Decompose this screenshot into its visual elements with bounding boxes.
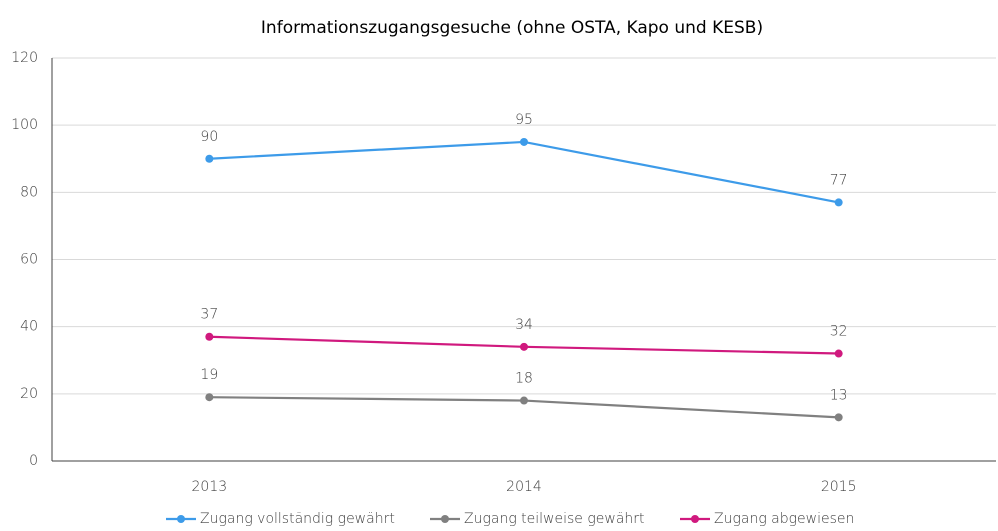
data-label: 13	[830, 387, 848, 403]
chart-title: Informationszugangsgesuche (ohne OSTA, K…	[261, 18, 763, 38]
legend-marker	[691, 515, 699, 523]
data-label: 90	[200, 129, 218, 145]
data-label: 34	[515, 317, 533, 333]
x-tick-label: 2015	[821, 479, 857, 495]
legend-marker	[177, 515, 185, 523]
data-point	[834, 413, 843, 422]
data-point	[520, 342, 528, 351]
data-point	[834, 349, 843, 358]
series-line	[209, 140, 839, 204]
y-tick-label: 80	[20, 184, 38, 200]
data-point	[205, 393, 214, 402]
data-label: 95	[515, 112, 533, 128]
data-label: 77	[830, 172, 848, 188]
legend-marker	[441, 515, 449, 523]
data-label: 19	[200, 367, 218, 383]
legend-label: Zugang teilweise gewährt	[464, 511, 645, 527]
data-label: 37	[200, 307, 218, 323]
y-tick-label: 120	[11, 50, 38, 66]
data-point	[205, 154, 214, 163]
y-tick-label: 60	[20, 252, 38, 268]
x-tick-label: 2014	[506, 479, 542, 495]
y-tick-label: 40	[20, 319, 38, 335]
y-tick-label: 20	[20, 386, 38, 402]
data-label: 18	[515, 371, 533, 387]
y-tick-label: 0	[29, 453, 38, 469]
data-point	[520, 396, 528, 405]
data-point	[205, 332, 214, 341]
data-point	[520, 137, 528, 146]
data-point	[834, 198, 843, 207]
y-tick-label: 100	[11, 117, 38, 133]
legend-label: Zugang vollständig gewährt	[200, 511, 395, 527]
x-tick-label: 2013	[192, 479, 228, 495]
legend-label: Zugang abgewiesen	[714, 511, 854, 527]
data-label: 32	[830, 324, 848, 340]
